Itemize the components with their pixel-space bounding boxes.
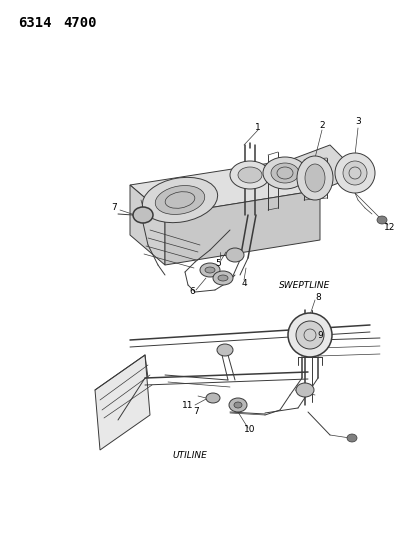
- Ellipse shape: [234, 402, 242, 408]
- Text: 4700: 4700: [63, 16, 97, 30]
- Text: 6314: 6314: [18, 16, 51, 30]
- Text: 6: 6: [189, 287, 195, 296]
- Ellipse shape: [230, 161, 270, 189]
- Polygon shape: [165, 190, 320, 265]
- Ellipse shape: [238, 167, 262, 183]
- Polygon shape: [130, 185, 165, 265]
- Ellipse shape: [200, 263, 220, 277]
- Text: 7: 7: [193, 408, 199, 416]
- Text: 5: 5: [215, 260, 221, 269]
- Ellipse shape: [343, 161, 367, 185]
- Text: 1: 1: [255, 124, 261, 133]
- Ellipse shape: [347, 434, 357, 442]
- Ellipse shape: [271, 163, 299, 183]
- Text: 12: 12: [384, 222, 396, 231]
- Text: 3: 3: [355, 117, 361, 126]
- Ellipse shape: [229, 398, 247, 412]
- Ellipse shape: [218, 275, 228, 281]
- Text: UTILINE: UTILINE: [173, 450, 207, 459]
- Ellipse shape: [377, 216, 387, 224]
- Ellipse shape: [296, 383, 314, 397]
- Text: 8: 8: [315, 294, 321, 303]
- Text: 10: 10: [244, 425, 256, 434]
- Ellipse shape: [217, 344, 233, 356]
- Ellipse shape: [205, 267, 215, 273]
- Polygon shape: [95, 355, 150, 450]
- Ellipse shape: [288, 313, 332, 357]
- Text: 4: 4: [241, 279, 247, 287]
- Ellipse shape: [206, 393, 220, 403]
- Polygon shape: [290, 145, 360, 190]
- Text: SWEPTLINE: SWEPTLINE: [279, 280, 331, 289]
- Polygon shape: [130, 160, 320, 215]
- Text: 7: 7: [111, 204, 117, 213]
- Text: 2: 2: [319, 122, 325, 131]
- Text: 11: 11: [182, 400, 194, 409]
- Ellipse shape: [213, 271, 233, 285]
- Ellipse shape: [296, 321, 324, 349]
- Ellipse shape: [305, 164, 325, 192]
- Ellipse shape: [226, 248, 244, 262]
- Ellipse shape: [155, 185, 205, 214]
- Ellipse shape: [133, 207, 153, 223]
- Ellipse shape: [142, 177, 217, 223]
- Ellipse shape: [297, 156, 333, 200]
- Ellipse shape: [263, 157, 307, 189]
- Ellipse shape: [335, 153, 375, 193]
- Text: 9: 9: [317, 330, 323, 340]
